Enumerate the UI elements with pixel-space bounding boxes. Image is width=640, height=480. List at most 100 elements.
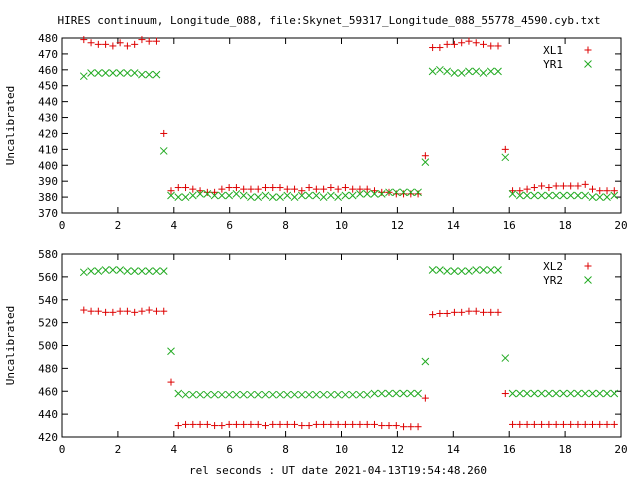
data-point-xl2 [283, 420, 291, 428]
data-point-xl2 [80, 306, 88, 314]
data-point-xl2 [530, 420, 538, 428]
data-point-yr1 [116, 69, 124, 77]
data-point-xl2 [305, 422, 313, 430]
data-point-xl1 [138, 36, 146, 44]
data-point-xl1 [189, 185, 197, 193]
data-point-xl1 [400, 190, 408, 198]
bottom-panel: 420 440 460 480 500 520 540 560 580 0 2 4 6 8 10 12 14 16… [4, 248, 628, 456]
data-point-yr2 [552, 389, 561, 398]
data-point-yr2 [276, 390, 284, 399]
data-point-yr1 [210, 191, 219, 200]
data-point-xl1 [254, 185, 262, 193]
data-point-yr1 [436, 65, 444, 74]
data-point-xl1 [80, 36, 88, 44]
data-point-yr2 [479, 266, 488, 274]
data-point-xl2 [123, 307, 131, 315]
data-point-xl2 [436, 309, 444, 317]
data-point-yr1 [603, 193, 611, 201]
data-point-xl2 [152, 307, 160, 315]
x-tick-label: 18 [558, 219, 571, 232]
data-point-xl1 [443, 40, 451, 48]
data-point-yr2 [588, 389, 597, 398]
data-point-yr2 [290, 390, 299, 399]
data-point-yr2 [174, 389, 183, 398]
legend-label: XL1 [543, 44, 563, 57]
data-point-yr1 [377, 190, 386, 198]
plot-frame [61, 253, 622, 438]
data-point-xl2 [363, 420, 371, 428]
data-point-xl1 [109, 42, 117, 50]
data-point-yr2 [377, 389, 386, 398]
data-point-xl2 [596, 420, 604, 428]
data-point-xl2 [370, 420, 378, 428]
data-point-yr2 [239, 390, 248, 399]
x-tick-label: 8 [282, 219, 289, 232]
data-point-xl1 [291, 185, 299, 193]
data-point-xl1 [509, 187, 517, 195]
data-point-yr2 [421, 357, 430, 366]
data-point-yr2 [297, 390, 306, 399]
data-point-xl2 [385, 422, 393, 430]
x-tick-label: 16 [503, 443, 516, 456]
data-point-yr1 [145, 70, 154, 79]
data-point-yr1 [130, 69, 139, 77]
data-point-yr2 [610, 389, 619, 398]
data-point-yr2 [130, 267, 139, 276]
data-point-xl2 [581, 420, 589, 428]
data-point-xl2 [574, 420, 582, 428]
data-point-yr2 [450, 267, 459, 276]
data-point-yr1 [181, 193, 190, 201]
data-point-xl2 [196, 420, 204, 428]
data-point-yr1 [79, 72, 88, 81]
data-point-xl2 [392, 422, 400, 430]
data-point-yr1 [268, 193, 277, 201]
data-point-xl2 [145, 306, 153, 314]
data-point-xl2 [334, 420, 342, 428]
data-point-yr2 [414, 389, 422, 398]
data-point-xl2 [400, 423, 408, 431]
data-point-xl1 [123, 42, 131, 50]
data-point-xl1 [407, 190, 415, 198]
data-point-yr2 [363, 390, 372, 399]
y-tick-label: 420 [38, 431, 58, 444]
data-point-yr2 [334, 390, 342, 399]
data-point-xl1 [559, 182, 567, 190]
data-point-yr1 [319, 193, 328, 201]
legend-label: YR1 [543, 58, 563, 71]
legend-marker-xl2 [584, 262, 592, 270]
data-point-xl1 [203, 188, 211, 196]
data-point-xl2 [559, 420, 567, 428]
data-point-xl2 [225, 420, 233, 428]
data-point-xl2 [414, 423, 422, 431]
y-tick-label: 400 [38, 159, 58, 172]
y-tick-label: 520 [38, 317, 58, 330]
data-point-yr1 [515, 191, 524, 200]
data-point-yr1 [428, 67, 437, 76]
data-point-yr1 [472, 67, 481, 76]
data-point-xl1 [603, 187, 611, 195]
data-point-xl2 [545, 420, 553, 428]
chart-title: HIRES continuum, Longitude_088, file:Sky… [57, 14, 600, 27]
data-point-xl2 [443, 309, 451, 317]
data-point-yr1 [559, 191, 568, 200]
data-point-xl1 [516, 187, 524, 195]
data-point-yr2 [225, 390, 233, 399]
data-point-yr1 [327, 191, 335, 200]
x-tick-label: 10 [335, 443, 348, 456]
data-point-yr1 [486, 67, 495, 76]
data-point-yr2 [457, 267, 466, 276]
data-point-xl1 [131, 40, 139, 48]
data-point-xl2 [312, 420, 320, 428]
data-point-yr1 [370, 190, 379, 198]
data-point-xl2 [94, 307, 102, 315]
data-point-yr1 [356, 190, 364, 198]
y-tick-label: 560 [38, 271, 58, 284]
data-point-xl1 [392, 190, 400, 198]
data-point-yr2 [305, 390, 313, 399]
y-tick-label: 390 [38, 175, 58, 188]
data-point-yr1 [399, 188, 408, 197]
data-point-yr2 [327, 390, 335, 399]
data-point-xl1 [327, 184, 335, 192]
data-point-yr1 [152, 70, 161, 79]
data-point-xl2 [291, 420, 299, 428]
